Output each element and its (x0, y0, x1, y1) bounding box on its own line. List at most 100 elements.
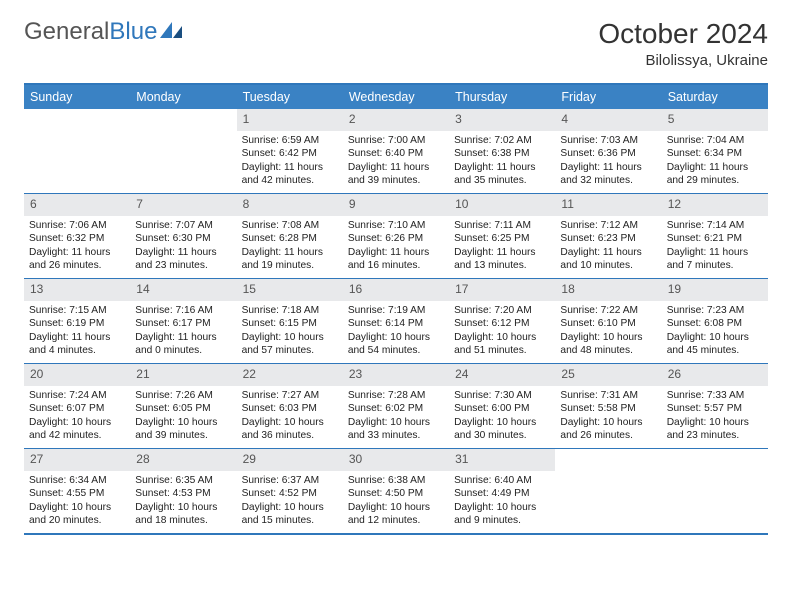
day-text: Sunrise: 7:19 AMSunset: 6:14 PMDaylight:… (343, 301, 449, 362)
day-text: Sunrise: 7:24 AMSunset: 6:07 PMDaylight:… (24, 386, 130, 447)
day-cell: 1Sunrise: 6:59 AMSunset: 6:42 PMDaylight… (237, 109, 343, 193)
day-number: 31 (449, 449, 555, 471)
day-number: 12 (662, 194, 768, 216)
week-row: 13Sunrise: 7:15 AMSunset: 6:19 PMDayligh… (24, 279, 768, 364)
header: GeneralBlue October 2024 Bilolissya, Ukr… (24, 18, 768, 69)
day-text: Sunrise: 7:27 AMSunset: 6:03 PMDaylight:… (237, 386, 343, 447)
day-cell: 17Sunrise: 7:20 AMSunset: 6:12 PMDayligh… (449, 279, 555, 363)
day-text: Sunrise: 7:03 AMSunset: 6:36 PMDaylight:… (555, 131, 661, 192)
dow-header: Wednesday (343, 85, 449, 109)
day-number: 18 (555, 279, 661, 301)
day-number: 7 (130, 194, 236, 216)
dow-header: Friday (555, 85, 661, 109)
day-number: 28 (130, 449, 236, 471)
day-text: Sunrise: 7:16 AMSunset: 6:17 PMDaylight:… (130, 301, 236, 362)
location: Bilolissya, Ukraine (598, 52, 768, 69)
day-cell (662, 449, 768, 533)
day-text: Sunrise: 7:08 AMSunset: 6:28 PMDaylight:… (237, 216, 343, 277)
logo-text: GeneralBlue (24, 18, 157, 46)
day-text: Sunrise: 6:38 AMSunset: 4:50 PMDaylight:… (343, 471, 449, 532)
day-number: 19 (662, 279, 768, 301)
day-cell: 19Sunrise: 7:23 AMSunset: 6:08 PMDayligh… (662, 279, 768, 363)
day-number: 21 (130, 364, 236, 386)
dow-header: Thursday (449, 85, 555, 109)
day-text: Sunrise: 7:11 AMSunset: 6:25 PMDaylight:… (449, 216, 555, 277)
day-number: 13 (24, 279, 130, 301)
day-cell: 30Sunrise: 6:38 AMSunset: 4:50 PMDayligh… (343, 449, 449, 533)
day-text: Sunrise: 7:02 AMSunset: 6:38 PMDaylight:… (449, 131, 555, 192)
title-block: October 2024 Bilolissya, Ukraine (598, 18, 768, 69)
day-cell: 7Sunrise: 7:07 AMSunset: 6:30 PMDaylight… (130, 194, 236, 278)
day-text: Sunrise: 6:40 AMSunset: 4:49 PMDaylight:… (449, 471, 555, 532)
day-text: Sunrise: 7:23 AMSunset: 6:08 PMDaylight:… (662, 301, 768, 362)
day-cell: 14Sunrise: 7:16 AMSunset: 6:17 PMDayligh… (130, 279, 236, 363)
day-number: 26 (662, 364, 768, 386)
day-cell: 4Sunrise: 7:03 AMSunset: 6:36 PMDaylight… (555, 109, 661, 193)
day-text: Sunrise: 7:33 AMSunset: 5:57 PMDaylight:… (662, 386, 768, 447)
calendar: SundayMondayTuesdayWednesdayThursdayFrid… (24, 83, 768, 535)
day-text: Sunrise: 7:04 AMSunset: 6:34 PMDaylight:… (662, 131, 768, 192)
logo-sail-icon (160, 22, 182, 38)
day-number: 8 (237, 194, 343, 216)
dow-row: SundayMondayTuesdayWednesdayThursdayFrid… (24, 85, 768, 109)
day-cell: 29Sunrise: 6:37 AMSunset: 4:52 PMDayligh… (237, 449, 343, 533)
day-number: 25 (555, 364, 661, 386)
day-number: 6 (24, 194, 130, 216)
day-cell: 11Sunrise: 7:12 AMSunset: 6:23 PMDayligh… (555, 194, 661, 278)
day-text: Sunrise: 7:15 AMSunset: 6:19 PMDaylight:… (24, 301, 130, 362)
day-text: Sunrise: 6:37 AMSunset: 4:52 PMDaylight:… (237, 471, 343, 532)
day-cell: 8Sunrise: 7:08 AMSunset: 6:28 PMDaylight… (237, 194, 343, 278)
day-text: Sunrise: 7:31 AMSunset: 5:58 PMDaylight:… (555, 386, 661, 447)
logo-blue: Blue (109, 18, 157, 45)
day-cell (24, 109, 130, 193)
day-number: 16 (343, 279, 449, 301)
day-cell (130, 109, 236, 193)
week-row: 20Sunrise: 7:24 AMSunset: 6:07 PMDayligh… (24, 364, 768, 449)
day-cell: 2Sunrise: 7:00 AMSunset: 6:40 PMDaylight… (343, 109, 449, 193)
dow-header: Saturday (662, 85, 768, 109)
day-cell: 15Sunrise: 7:18 AMSunset: 6:15 PMDayligh… (237, 279, 343, 363)
day-cell: 5Sunrise: 7:04 AMSunset: 6:34 PMDaylight… (662, 109, 768, 193)
day-number: 5 (662, 109, 768, 131)
day-number: 11 (555, 194, 661, 216)
day-cell: 6Sunrise: 7:06 AMSunset: 6:32 PMDaylight… (24, 194, 130, 278)
day-number: 29 (237, 449, 343, 471)
week-row: 27Sunrise: 6:34 AMSunset: 4:55 PMDayligh… (24, 449, 768, 533)
day-number: 9 (343, 194, 449, 216)
day-cell: 26Sunrise: 7:33 AMSunset: 5:57 PMDayligh… (662, 364, 768, 448)
month-title: October 2024 (598, 18, 768, 50)
day-cell: 13Sunrise: 7:15 AMSunset: 6:19 PMDayligh… (24, 279, 130, 363)
day-number: 17 (449, 279, 555, 301)
day-number: 24 (449, 364, 555, 386)
dow-header: Tuesday (237, 85, 343, 109)
weeks-container: 1Sunrise: 6:59 AMSunset: 6:42 PMDaylight… (24, 109, 768, 533)
week-row: 1Sunrise: 6:59 AMSunset: 6:42 PMDaylight… (24, 109, 768, 194)
dow-header: Monday (130, 85, 236, 109)
day-text: Sunrise: 7:20 AMSunset: 6:12 PMDaylight:… (449, 301, 555, 362)
day-number: 30 (343, 449, 449, 471)
day-cell: 22Sunrise: 7:27 AMSunset: 6:03 PMDayligh… (237, 364, 343, 448)
day-text: Sunrise: 6:34 AMSunset: 4:55 PMDaylight:… (24, 471, 130, 532)
day-number: 27 (24, 449, 130, 471)
day-cell: 18Sunrise: 7:22 AMSunset: 6:10 PMDayligh… (555, 279, 661, 363)
day-cell (555, 449, 661, 533)
day-text: Sunrise: 7:10 AMSunset: 6:26 PMDaylight:… (343, 216, 449, 277)
logo: GeneralBlue (24, 18, 182, 46)
day-text: Sunrise: 7:12 AMSunset: 6:23 PMDaylight:… (555, 216, 661, 277)
day-text: Sunrise: 7:30 AMSunset: 6:00 PMDaylight:… (449, 386, 555, 447)
day-cell: 25Sunrise: 7:31 AMSunset: 5:58 PMDayligh… (555, 364, 661, 448)
day-cell: 16Sunrise: 7:19 AMSunset: 6:14 PMDayligh… (343, 279, 449, 363)
day-number: 23 (343, 364, 449, 386)
day-text: Sunrise: 7:00 AMSunset: 6:40 PMDaylight:… (343, 131, 449, 192)
day-cell: 24Sunrise: 7:30 AMSunset: 6:00 PMDayligh… (449, 364, 555, 448)
day-number: 2 (343, 109, 449, 131)
day-text: Sunrise: 6:35 AMSunset: 4:53 PMDaylight:… (130, 471, 236, 532)
day-number: 20 (24, 364, 130, 386)
dow-header: Sunday (24, 85, 130, 109)
week-row: 6Sunrise: 7:06 AMSunset: 6:32 PMDaylight… (24, 194, 768, 279)
day-text: Sunrise: 7:26 AMSunset: 6:05 PMDaylight:… (130, 386, 236, 447)
day-text: Sunrise: 7:28 AMSunset: 6:02 PMDaylight:… (343, 386, 449, 447)
day-cell: 3Sunrise: 7:02 AMSunset: 6:38 PMDaylight… (449, 109, 555, 193)
day-cell: 31Sunrise: 6:40 AMSunset: 4:49 PMDayligh… (449, 449, 555, 533)
day-number: 1 (237, 109, 343, 131)
